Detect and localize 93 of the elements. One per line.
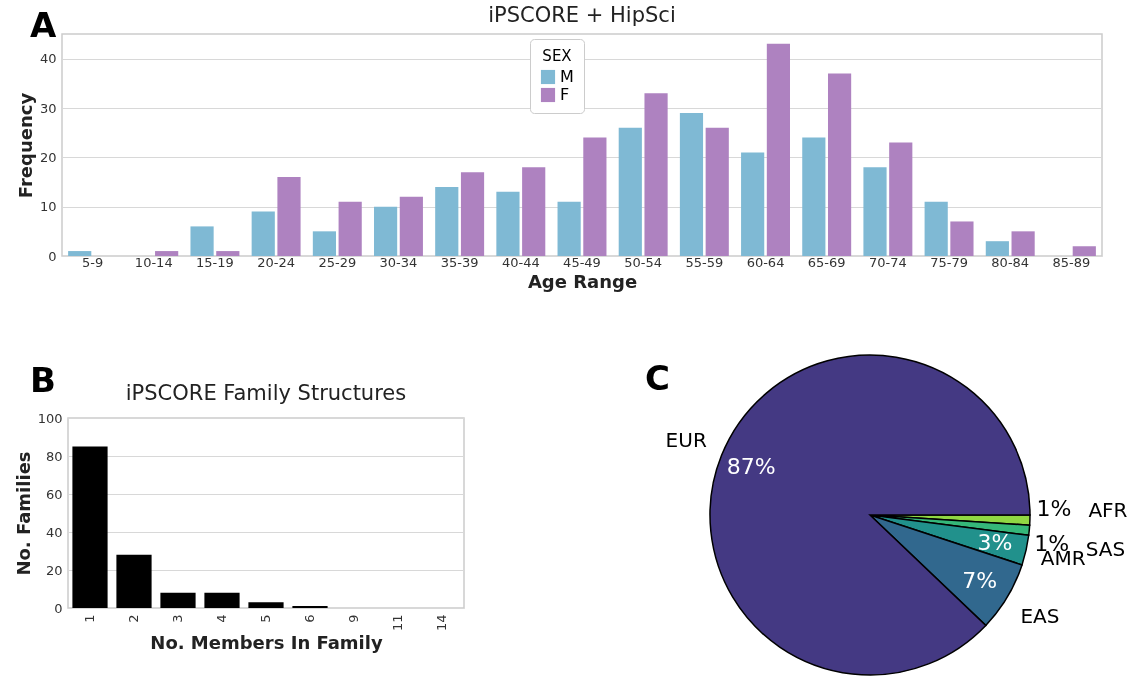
data-label: 87% xyxy=(726,454,776,480)
x-tick-label: 11 xyxy=(390,614,405,632)
bar xyxy=(583,137,607,256)
x-tick-label: 70-74 xyxy=(868,254,907,270)
bar xyxy=(802,137,826,256)
bar xyxy=(399,196,423,256)
bar xyxy=(827,73,852,256)
data-label: 3% xyxy=(977,530,1013,556)
x-tick-label: 3 xyxy=(170,614,185,623)
y-tick-label: 0 xyxy=(48,248,57,264)
x-tick-label: 55-59 xyxy=(685,254,724,270)
x-tick-label: 5 xyxy=(258,614,273,623)
legend-title: SEX xyxy=(542,47,572,65)
bar xyxy=(889,142,913,256)
bar xyxy=(679,112,704,256)
y-tick-label: 20 xyxy=(45,562,63,578)
x-tick-label: 9 xyxy=(346,614,361,623)
x-tick-label: 40-44 xyxy=(501,254,540,270)
x-tick-label: 20-24 xyxy=(257,254,296,270)
bar xyxy=(705,127,729,256)
y-tick-label: 100 xyxy=(37,410,63,426)
bar xyxy=(1072,246,1096,256)
y-tick-label: 0 xyxy=(54,600,63,616)
bar xyxy=(248,602,284,608)
bar xyxy=(204,592,240,608)
x-tick-label: 1 xyxy=(82,614,97,623)
x-tick-label: 5-9 xyxy=(81,254,104,270)
bar xyxy=(766,43,790,256)
bar xyxy=(251,211,275,256)
x-tick-label: 10-14 xyxy=(134,254,173,270)
text: B xyxy=(30,360,56,400)
x-tick-label: 80-84 xyxy=(991,254,1030,270)
y-tick-label: 40 xyxy=(39,51,57,67)
x-axis-title: No. Members In Family xyxy=(150,632,383,654)
legend-label: M xyxy=(560,67,574,86)
bar xyxy=(68,251,92,256)
x-tick-label: 25-29 xyxy=(318,254,357,270)
bar xyxy=(618,127,642,256)
x-tick-label: 35-39 xyxy=(440,254,479,270)
x-tick-label: 15-19 xyxy=(196,254,234,270)
y-tick-label: 30 xyxy=(39,100,57,116)
x-tick-label: 4 xyxy=(214,614,229,623)
bar xyxy=(950,221,974,256)
bar xyxy=(496,191,520,256)
x-tick-label: 50-54 xyxy=(624,254,663,270)
x-tick-label: 60-64 xyxy=(746,254,785,270)
slice-label: AFR xyxy=(1088,497,1128,522)
bar xyxy=(460,172,485,256)
bar xyxy=(985,241,1009,256)
bar xyxy=(190,226,214,256)
chart-title: iPSCORE + HipSci xyxy=(488,3,676,27)
chart-title: iPSCORE Family Structures xyxy=(125,381,407,405)
y-tick-label: 60 xyxy=(45,486,63,502)
bar xyxy=(277,177,301,256)
bar xyxy=(374,206,398,256)
bar xyxy=(1011,231,1035,256)
bar xyxy=(72,446,108,608)
y-tick-label: 80 xyxy=(45,448,63,464)
text: A xyxy=(30,5,57,45)
bar xyxy=(435,186,459,256)
bar xyxy=(557,201,581,256)
bar xyxy=(216,251,240,256)
y-tick-label: 40 xyxy=(45,524,63,540)
legend-label: F xyxy=(560,85,570,104)
slice-label: EAS xyxy=(1020,603,1060,628)
x-tick-label: 30-34 xyxy=(379,254,418,270)
x-axis-title: Age Range xyxy=(527,270,638,292)
x-tick-label: 2 xyxy=(126,614,141,623)
bar xyxy=(338,201,362,256)
data-label: 7% xyxy=(962,567,998,593)
bar xyxy=(155,251,179,256)
bar xyxy=(644,93,668,256)
bar xyxy=(116,554,152,608)
x-tick-label: 6 xyxy=(302,614,317,623)
text: C xyxy=(645,358,670,398)
x-tick-label: 75-79 xyxy=(930,254,968,270)
bar xyxy=(741,152,765,256)
bar xyxy=(924,201,948,256)
data-label: 1% xyxy=(1036,495,1072,521)
y-tick-label: 20 xyxy=(39,149,57,165)
bar xyxy=(312,231,337,256)
x-tick-label: 45-49 xyxy=(563,254,601,270)
x-tick-label: 14 xyxy=(434,614,449,632)
x-tick-label: 85-89 xyxy=(1052,254,1091,270)
y-tick-label: 10 xyxy=(39,199,57,215)
slice-label: EUR xyxy=(665,428,707,453)
slice-label: SAS xyxy=(1085,536,1126,561)
bar xyxy=(160,592,196,608)
y-axis-title: No. Families xyxy=(12,451,34,576)
y-axis-title: Frequency xyxy=(14,92,36,199)
bar xyxy=(522,167,546,256)
bar xyxy=(863,167,887,256)
x-tick-label: 65-69 xyxy=(807,254,846,270)
